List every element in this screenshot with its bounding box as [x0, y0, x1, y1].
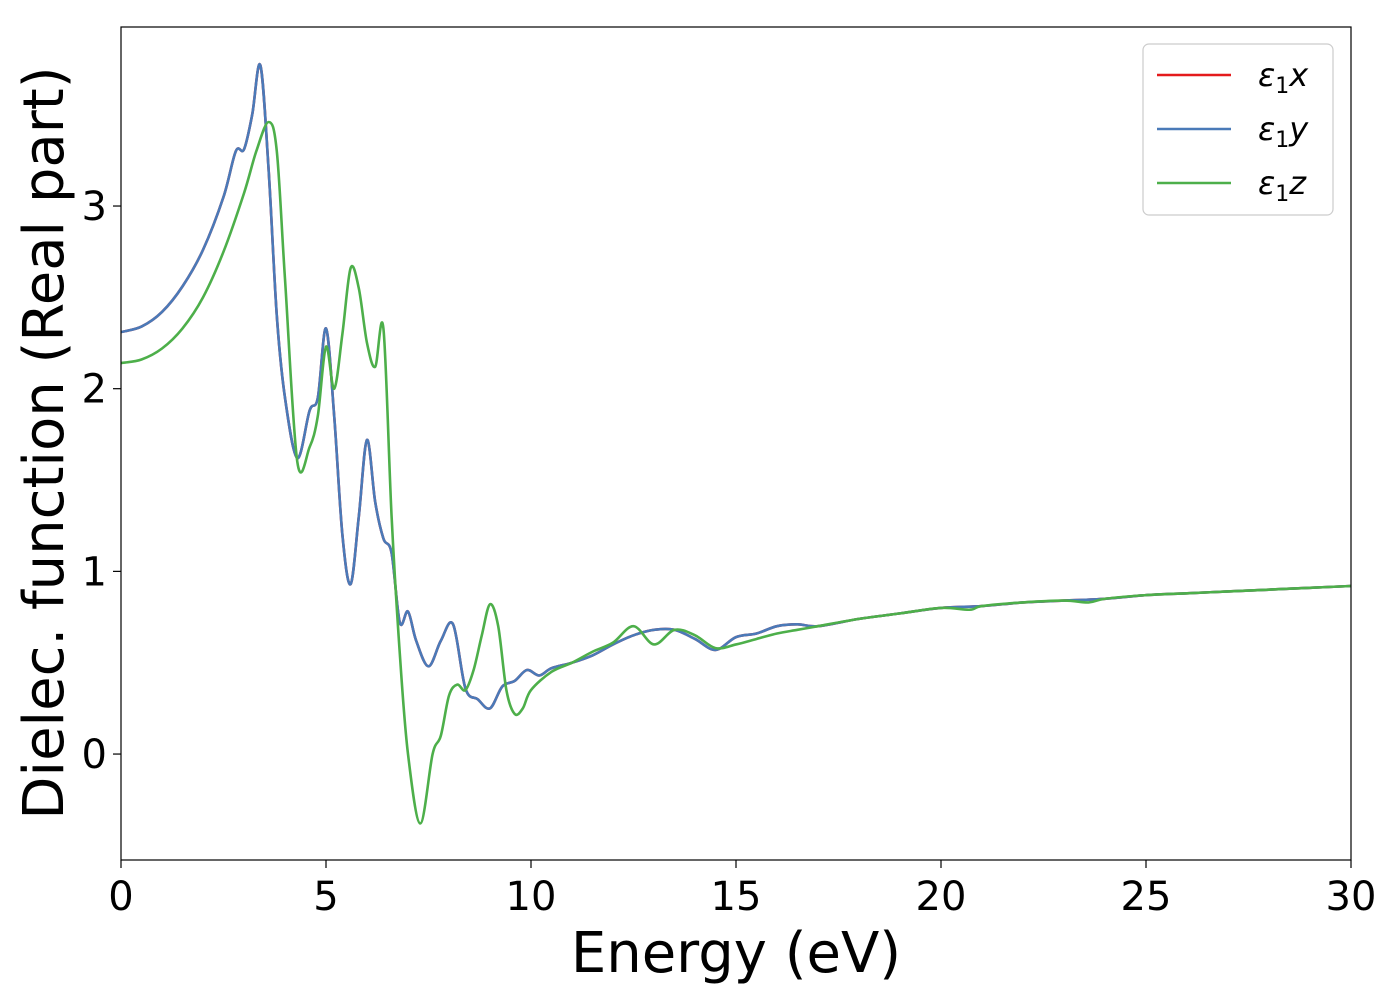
x-tick-label: 25 [1121, 874, 1172, 920]
y-axis: 0 1 2 3 [82, 184, 121, 778]
x-tick-label: 15 [711, 874, 762, 920]
x-axis-title: Energy (eV) [571, 921, 901, 986]
legend-label-z: ε1z [1258, 164, 1307, 207]
series-line-z [121, 120, 1351, 825]
x-tick-label: 0 [108, 874, 133, 920]
y-tick-label: 2 [82, 367, 107, 413]
x-tick-label: 30 [1326, 874, 1377, 920]
y-tick-label: 0 [82, 732, 107, 778]
plot-area [121, 62, 1351, 825]
y-tick-label: 3 [82, 184, 107, 230]
legend-box [1142, 43, 1334, 216]
legend: ε1x ε1y ε1z [1142, 43, 1334, 216]
x-tick-label: 10 [506, 874, 557, 920]
y-axis-title: Dielec. function (Real part) [12, 66, 77, 819]
y-tick-label: 1 [82, 549, 107, 595]
x-tick-label: 20 [916, 874, 967, 920]
legend-label-y: ε1y [1258, 110, 1309, 153]
x-axis: 0 5 10 15 20 25 30 [108, 860, 1376, 920]
x-tick-label: 5 [313, 874, 338, 920]
legend-label-x: ε1x [1258, 56, 1309, 99]
